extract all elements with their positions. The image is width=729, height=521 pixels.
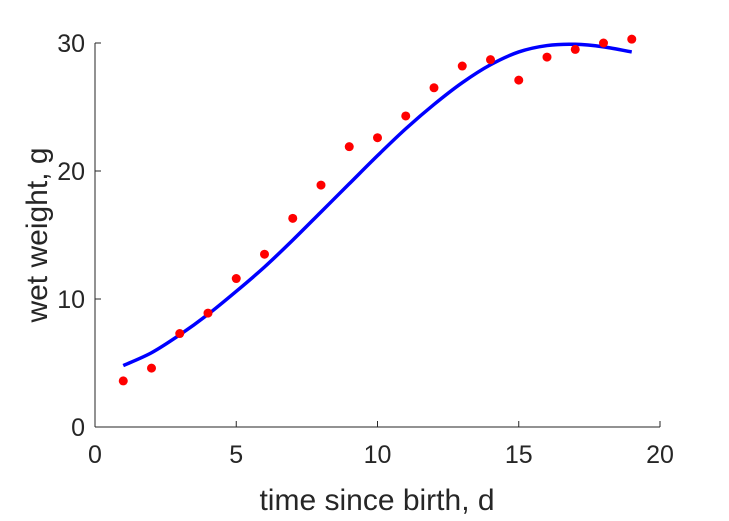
plot-area	[94, 43, 660, 428]
y-tick-label: 10	[57, 286, 85, 314]
data-point	[429, 83, 439, 93]
data-point	[344, 142, 354, 152]
x-tick-label: 15	[505, 441, 533, 469]
data-point	[316, 180, 326, 190]
x-axis-ticks: 0 5 10 15 20	[88, 421, 674, 469]
data-point	[231, 274, 241, 284]
data-points-layer	[118, 34, 637, 386]
data-point	[118, 376, 128, 386]
data-point	[570, 44, 580, 54]
x-tick-label: 0	[88, 441, 102, 469]
data-point	[486, 55, 495, 65]
data-point	[175, 329, 185, 339]
data-point	[401, 111, 411, 121]
data-point	[457, 61, 467, 71]
x-tick-label: 20	[646, 441, 674, 469]
x-axis-title: time since birth, d	[259, 484, 494, 517]
y-tick-label: 0	[71, 414, 85, 442]
y-tick-label: 30	[57, 30, 85, 58]
data-point	[542, 52, 552, 62]
data-point	[288, 213, 298, 223]
data-point	[599, 38, 608, 48]
y-axis-ticks: 0 10 20 30	[57, 30, 101, 442]
fit-line-layer	[122, 42, 633, 368]
data-point	[260, 249, 269, 259]
x-tick-label: 10	[364, 441, 392, 469]
data-point	[203, 308, 213, 318]
data-point	[514, 75, 524, 85]
data-point	[627, 34, 637, 44]
x-tick-label: 5	[229, 441, 243, 469]
fit-curve	[122, 42, 633, 368]
y-axis-title: wet weight, g	[21, 147, 54, 323]
data-point	[373, 133, 382, 143]
data-point	[147, 363, 156, 373]
y-tick-label: 20	[57, 158, 85, 186]
